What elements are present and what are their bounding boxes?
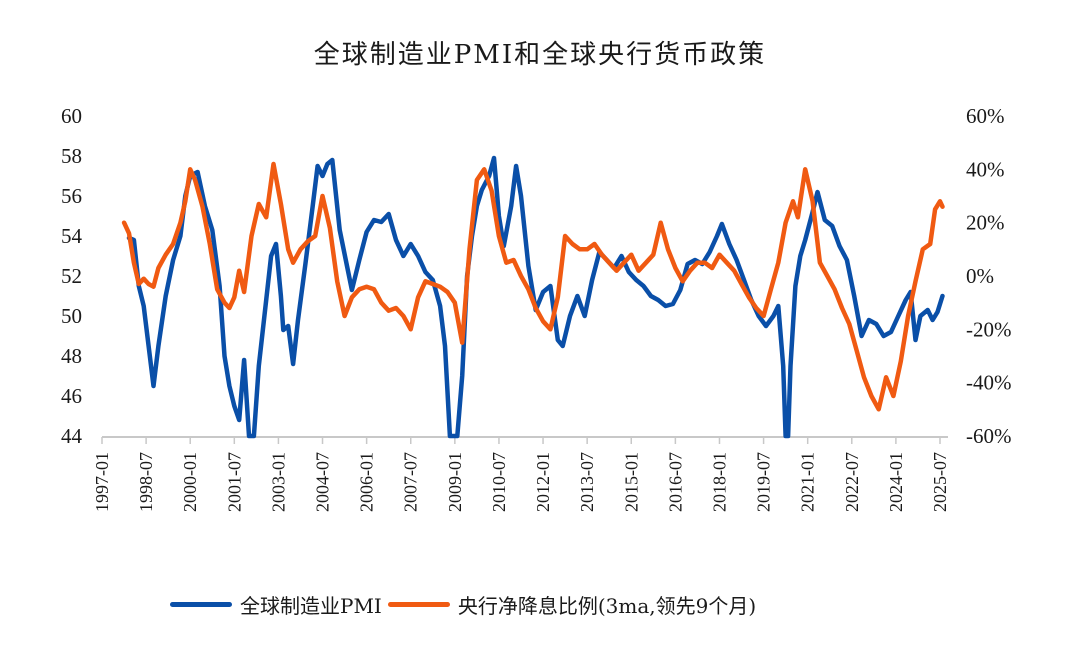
y-right-tick-label: -40% (966, 371, 1012, 395)
x-tick-label: 2010-07 (489, 452, 509, 512)
x-tick-label: 2025-07 (930, 452, 950, 512)
y-left-tick-label: 60 (61, 104, 82, 128)
x-tick-label: 2016-07 (665, 452, 685, 512)
y-left-tick-label: 56 (61, 184, 82, 208)
y-right-tick-label: 0% (966, 264, 994, 288)
x-tick-label: 1998-07 (136, 452, 156, 512)
y-left-tick-label: 54 (61, 224, 83, 248)
legend-label-policy: 央行净降息比例(3ma,领先9个月) (457, 594, 757, 618)
y-right-tick-label: 40% (966, 157, 1005, 181)
x-tick-label: 2021-01 (798, 452, 818, 512)
y-left-tick-label: 50 (61, 304, 82, 328)
y-right-tick-label: 20% (966, 211, 1005, 235)
series-group (121, 155, 945, 439)
y-axis-right: 60% 40% 20% 0% -20% -40% -60% (966, 104, 1012, 448)
x-tick-label: 2000-01 (180, 452, 200, 512)
y-left-tick-label: 44 (61, 424, 83, 448)
x-tick-label: 2003-01 (268, 452, 288, 512)
x-tick-label: 2001-07 (224, 452, 244, 512)
x-tick-label: 2015-01 (621, 452, 641, 512)
legend-label-pmi: 全球制造业PMI (240, 594, 382, 618)
y-right-tick-label: -60% (966, 424, 1012, 448)
y-left-tick-label: 48 (61, 344, 82, 368)
x-tick-label: 2006-01 (357, 452, 377, 512)
x-tick-label: 2009-01 (445, 452, 465, 512)
x-tick-label: 2007-07 (401, 452, 421, 512)
y-axis-left: 60 58 56 54 52 50 48 46 44 (61, 104, 83, 448)
y-right-tick-label: 60% (966, 104, 1005, 128)
legend: 全球制造业PMI 央行净降息比例(3ma,领先9个月) (170, 590, 762, 619)
y-left-tick-label: 46 (61, 384, 82, 408)
x-tick-label: 2024-01 (886, 452, 906, 512)
legend-swatch-policy (387, 602, 450, 607)
x-tick-label: 2004-07 (313, 452, 333, 512)
y-left-tick-label: 52 (61, 264, 82, 288)
y-left-tick-label: 58 (61, 144, 82, 168)
legend-item-pmi: 全球制造业PMI (170, 590, 382, 619)
x-axis: 1997-01 1998-07 2000-01 2001-07 2003-01 2004-… (92, 436, 950, 512)
x-tick-label: 2013-07 (577, 452, 597, 512)
y-right-tick-label: -20% (966, 317, 1012, 341)
legend-swatch-pmi (170, 602, 232, 607)
x-tick-label: 2019-07 (754, 452, 774, 512)
legend-item-policy: 央行净降息比例(3ma,领先9个月) (387, 590, 757, 619)
x-tick-label: 2022-07 (842, 452, 862, 512)
chart-title: 全球制造业PMI和全球央行货币政策 (313, 40, 767, 70)
x-tick-label: 2012-01 (533, 452, 553, 512)
x-tick-label: 2018-01 (709, 452, 729, 512)
series-line-pmi (126, 155, 945, 439)
x-tick-label: 1997-01 (92, 452, 112, 512)
